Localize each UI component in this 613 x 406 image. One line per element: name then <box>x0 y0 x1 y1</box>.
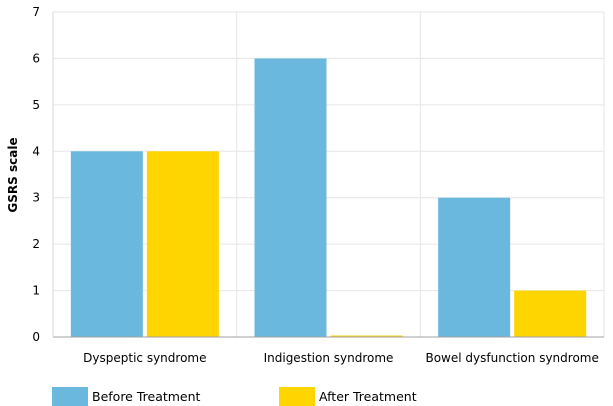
y-tick-label: 0 <box>32 330 40 344</box>
y-tick-label: 4 <box>32 144 40 158</box>
bars <box>70 58 587 338</box>
y-tick-label: 5 <box>32 98 40 112</box>
y-axis-title: GSRS scale <box>6 137 20 212</box>
y-tick-label: 1 <box>32 284 40 298</box>
legend-label: After Treatment <box>319 389 417 404</box>
grid-lines <box>53 11 605 337</box>
y-tick-labels: 0 1 2 3 4 5 6 7 <box>32 5 40 344</box>
legend-label: Before Treatment <box>92 389 201 404</box>
bar-after-treatment <box>146 151 219 337</box>
axes <box>52 12 604 338</box>
y-tick-label: 6 <box>32 51 40 65</box>
x-tick-label: Bowel dysfunction syndrome <box>425 351 598 365</box>
x-tick-label: Dyspeptic syndrome <box>83 351 206 365</box>
y-tick-label: 3 <box>32 191 40 205</box>
bar-before-treatment <box>438 197 511 337</box>
bar-before-treatment <box>70 151 143 337</box>
legend: Before Treatment After Treatment <box>52 387 417 406</box>
bar-after-treatment <box>514 290 587 337</box>
y-tick-label: 2 <box>32 237 40 251</box>
x-tick-label: Indigestion syndrome <box>264 351 394 365</box>
y-tick-label: 7 <box>32 5 40 19</box>
x-tick-labels: Dyspeptic syndrome Indigestion syndrome Bo… <box>83 351 599 365</box>
bar-after-treatment <box>330 335 403 337</box>
legend-swatch <box>279 387 315 406</box>
bar-before-treatment <box>254 58 327 338</box>
legend-swatch <box>52 387 88 406</box>
